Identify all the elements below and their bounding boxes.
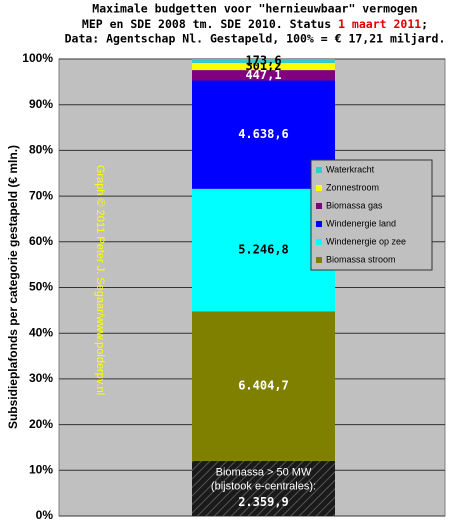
bars: Biomassa > 50 MW (bijstook e-centrales): 2… <box>192 54 335 516</box>
y-tick-label: 60% <box>29 234 53 248</box>
legend-label: Zonnestroom <box>326 182 379 192</box>
legend-label: Biomassa stroom <box>326 254 396 264</box>
title-part: MEP en SDE 2008 tm. SDE 2010. Status <box>82 17 338 31</box>
value-label: 5.246,8 <box>238 243 289 257</box>
y-tick-label: 50% <box>29 280 53 294</box>
value-label: 2.359,9 <box>238 495 289 509</box>
legend-label: Windenergie land <box>326 218 396 228</box>
title-line: Data: Agentschap Nl. Gestapeld, 100% = €… <box>65 32 446 46</box>
legend-swatch <box>316 221 322 227</box>
title-line: Maximale budgetten voor "hernieuwbaar" v… <box>92 2 417 16</box>
y-axis-label: Subsidieplafonds per categorie gestapeld… <box>6 145 20 429</box>
title-line: MEP en SDE 2008 tm. SDE 2010. Status 1 m… <box>82 17 428 31</box>
value-label: 173,6 <box>245 54 281 68</box>
y-tick-label: 30% <box>29 371 53 385</box>
legend-label: Biomassa gas <box>326 200 383 210</box>
y-tick-label: 10% <box>29 462 53 476</box>
y-tick-label: 80% <box>29 143 53 157</box>
y-tick-label: 40% <box>29 325 53 339</box>
value-label: 4.638,6 <box>238 127 289 141</box>
segment-name: Biomassa > 50 MW <box>216 466 312 478</box>
title-part: ; <box>421 17 428 31</box>
legend-swatch <box>316 257 322 263</box>
bar-segment <box>192 63 335 71</box>
title-date: 1 maart 2011 <box>338 17 421 31</box>
y-tick-label: 20% <box>29 417 53 431</box>
y-tick-label: 0% <box>36 508 54 522</box>
bar-segment <box>192 460 335 516</box>
watermark: Graph © 2011 Peter J. Segaar/www.polderp… <box>94 165 106 395</box>
y-tick-label: 100% <box>22 51 53 65</box>
bar-segment <box>192 311 335 461</box>
value-label: 447,1 <box>245 68 281 82</box>
legend-swatch <box>316 203 322 209</box>
value-label: 6.404,7 <box>238 379 289 393</box>
legend-label: Waterkracht <box>326 164 375 174</box>
legend-swatch <box>316 167 322 173</box>
segment-name: (bijstook e-centrales): <box>211 480 316 492</box>
y-tick-label: 70% <box>29 188 53 202</box>
legend-label: Windenergie op zee <box>326 236 406 246</box>
legend <box>310 159 433 271</box>
bar-segment <box>192 59 335 64</box>
bar-segment <box>192 70 335 81</box>
legend-swatch <box>316 239 322 245</box>
legend-items: Waterkracht Zonnestroom Biomassa gas Winden… <box>316 164 406 264</box>
legend-swatch <box>316 185 322 191</box>
y-tick-label: 90% <box>29 97 53 111</box>
